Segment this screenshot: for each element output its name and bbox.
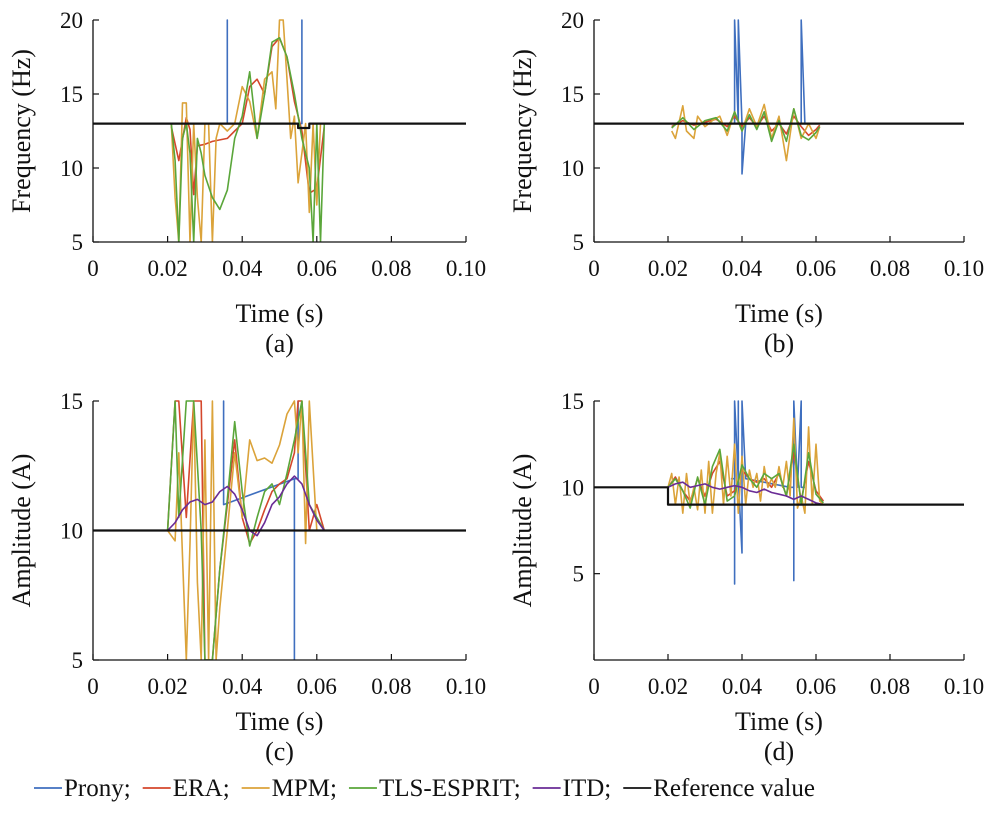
legend-label: ERA;: [173, 775, 230, 802]
y-tick-label: 15: [60, 389, 83, 414]
x-axis-label: Time (s): [236, 299, 324, 328]
legend-item: MPM;: [241, 775, 337, 802]
x-axis-label: Time (s): [735, 707, 823, 736]
legend-item: Reference value: [623, 775, 815, 802]
series-line-tls-esprit: [667, 443, 825, 509]
legend-item: ERA;: [142, 775, 230, 802]
x-tick-label: 0.10: [446, 256, 486, 281]
y-axis-label: Amplitude (A): [508, 454, 537, 608]
y-tick-label: 20: [561, 8, 584, 33]
x-tick-label: 0.04: [222, 674, 263, 699]
series-line-reference-value: [594, 486, 964, 506]
series-line-itd: [667, 481, 831, 506]
x-tick-label: 0.04: [222, 256, 263, 281]
series-line-reference-value: [93, 122, 466, 130]
chart-panel-1: 0 0.02 0.04 0.06 0.08 0.10 5 10 15 20 Time (s) Freq…: [7, 8, 486, 358]
y-tick-label: 10: [60, 519, 83, 544]
series-group: [594, 19, 964, 175]
legend-item: Prony;: [34, 775, 131, 802]
legend-label: ITD;: [563, 775, 612, 802]
x-tick-label: 0.06: [297, 674, 337, 699]
y-axis-label: Amplitude (A): [7, 454, 36, 608]
x-tick-label: 0.06: [297, 256, 337, 281]
x-tick-label: 0: [588, 674, 600, 699]
x-tick-label: 0.02: [648, 674, 688, 699]
x-tick-label: 0.10: [446, 674, 486, 699]
chart-panel-4: 0 0.02 0.04 0.06 0.08 0.10 5 10 15 Time (s) Amplit…: [508, 389, 984, 766]
series-group: [594, 400, 964, 585]
y-tick-label: 15: [561, 82, 584, 107]
x-tick-label: 0: [87, 674, 99, 699]
x-tick-label: 0.02: [147, 256, 187, 281]
chart-panel-2: 0 0.02 0.04 0.06 0.08 0.10 5 10 15 20 Time (s) Freq…: [508, 8, 984, 358]
y-tick-label: 10: [60, 156, 83, 181]
y-tick-label: 15: [60, 82, 83, 107]
series-group: [93, 19, 466, 242]
y-tick-label: 15: [561, 389, 584, 414]
legend-label: Prony;: [64, 775, 131, 802]
series-group: [93, 400, 466, 660]
x-tick-label: 0.06: [796, 674, 836, 699]
x-tick-label: 0: [588, 256, 600, 281]
legend-item: TLS-ESPRIT;: [348, 775, 521, 802]
x-tick-label: 0.04: [722, 674, 763, 699]
panel-label: (c): [265, 737, 294, 766]
series-line-tls-esprit: [671, 108, 821, 143]
x-tick-label: 0.08: [371, 256, 411, 281]
x-tick-label: 0.06: [796, 256, 836, 281]
chart-panel-3: 0 0.02 0.04 0.06 0.08 0.10 5 10 15 Time (s) Amplit…: [7, 389, 486, 766]
y-tick-label: 20: [60, 8, 83, 33]
series-line-prony: [730, 19, 806, 175]
x-tick-label: 0.10: [944, 674, 984, 699]
y-tick-label: 5: [72, 230, 84, 255]
x-tick-label: 0.08: [371, 674, 411, 699]
y-tick-label: 5: [573, 230, 585, 255]
legend-label: Reference value: [653, 775, 815, 802]
x-tick-label: 0.04: [722, 256, 763, 281]
panel-label: (a): [265, 329, 294, 358]
x-tick-label: 0.08: [870, 256, 910, 281]
series-line-tls-esprit: [166, 400, 325, 660]
panel-label: (d): [764, 737, 794, 766]
series-line-tls-esprit: [170, 36, 326, 242]
x-tick-label: 0.08: [870, 674, 910, 699]
legend-label: TLS-ESPRIT;: [379, 775, 521, 802]
x-axis-label: Time (s): [735, 299, 823, 328]
y-tick-label: 5: [573, 562, 585, 587]
y-axis-label: Frequency (Hz): [7, 49, 36, 213]
x-tick-label: 0.10: [944, 256, 984, 281]
series-line-prony: [222, 400, 299, 660]
y-tick-label: 10: [561, 156, 584, 181]
x-tick-label: 0: [87, 256, 99, 281]
legend-label: MPM;: [272, 775, 337, 802]
y-axis-label: Frequency (Hz): [508, 49, 537, 213]
y-tick-label: 5: [72, 648, 84, 673]
x-axis-label: Time (s): [236, 707, 324, 736]
legend: Prony; ERA; MPM; TLS-ESPRIT; ITD; Reference v…: [34, 775, 815, 802]
panel-label: (b): [764, 329, 794, 358]
x-tick-label: 0.02: [147, 674, 187, 699]
x-tick-label: 0.02: [648, 256, 688, 281]
y-tick-label: 10: [561, 475, 584, 500]
legend-item: ITD;: [532, 775, 612, 802]
